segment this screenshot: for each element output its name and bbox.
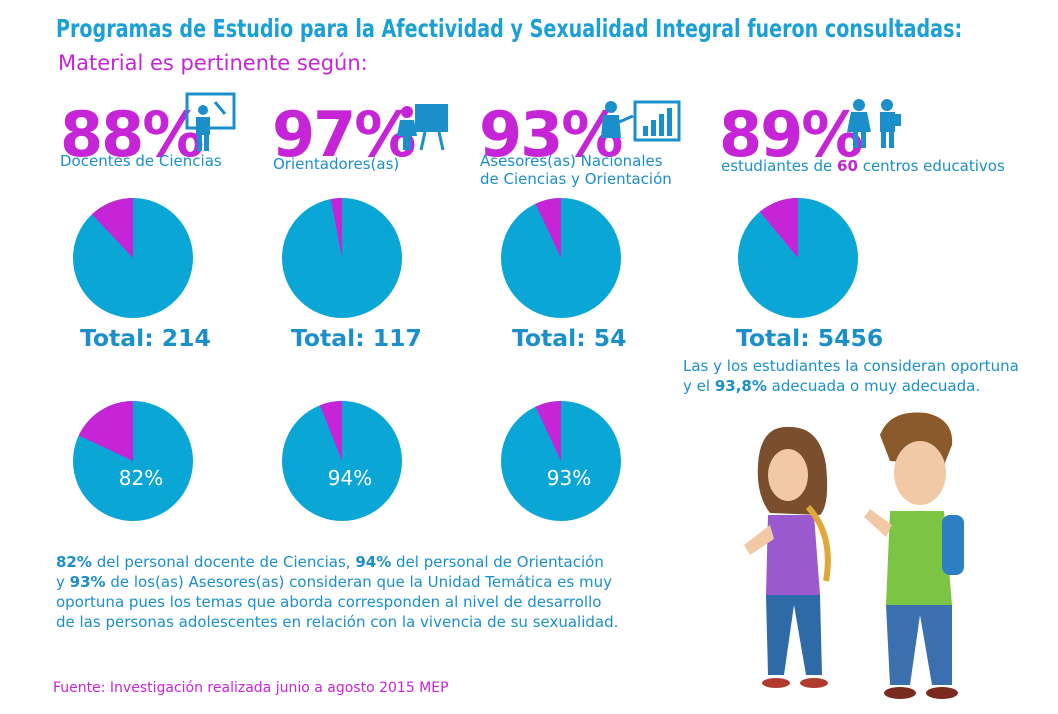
counselor-board-icon: [397, 104, 448, 151]
student-note: Las y los estudiantes la consideran opor…: [683, 357, 1019, 395]
pie-inner-label: 82%: [119, 466, 163, 490]
total-estudiantes: Total: 5456: [736, 324, 884, 352]
group-percent-estudiantes: 89%: [719, 98, 863, 171]
centros-count: 60: [837, 157, 858, 175]
pie-chart-estudiantes: [738, 198, 858, 318]
pie-chart-docentes-unidad: 82%: [73, 401, 193, 521]
pie-slice-minor: [330, 198, 342, 258]
group-label-estudiantes: estudiantes de 60 centros educativos: [721, 157, 1005, 175]
group-label-asesores: Asesores(as) Nacionales de Ciencias y Or…: [480, 152, 672, 188]
presenter-chart-icon: [601, 100, 681, 142]
total-orientadores: Total: 117: [291, 324, 422, 352]
group-label-docentes: Docentes de Ciencias: [60, 152, 222, 170]
group-label-orientadores: Orientadores(as): [273, 155, 400, 173]
group-label-asesores-line2: de Ciencias y Orientación: [480, 170, 672, 188]
pie-slice-minor: [91, 198, 133, 258]
pie-inner-label: 93%: [547, 466, 591, 490]
pie-slice-minor: [319, 401, 342, 461]
pie-slice-minor: [535, 401, 561, 461]
pie-chart-asesores-unidad: 93%: [501, 401, 621, 521]
page-subtitle: Material es pertinente según:: [58, 51, 368, 75]
page-title: Programas de Estudio para la Afectividad…: [56, 14, 963, 43]
group-label-asesores-line1: Asesores(as) Nacionales: [480, 152, 663, 170]
total-docentes: Total: 214: [80, 324, 211, 352]
boy-figure: [864, 412, 964, 699]
pie-slice-minor: [78, 401, 133, 461]
students-icon: [847, 99, 901, 148]
pie-chart-asesores: [501, 198, 621, 318]
pie-inner-label: 94%: [328, 466, 372, 490]
bottom-note: 82% del personal docente de Ciencias, 94…: [56, 553, 619, 631]
pie-slice-minor: [535, 198, 561, 258]
total-asesores: Total: 54: [512, 324, 627, 352]
pie-slice-minor: [759, 198, 798, 258]
pie-chart-orientadores: [282, 198, 402, 318]
group-percent-asesores: 93%: [479, 98, 623, 171]
pie-chart-orientacion-unidad: 94%: [282, 401, 402, 521]
group-percent-orientadores: 97%: [272, 98, 416, 171]
source-note: Fuente: Investigación realizada junio a …: [53, 680, 449, 696]
pie-chart-docentes: [73, 198, 193, 318]
students-illustration: [744, 412, 964, 699]
girl-figure: [744, 426, 831, 688]
group-percent-docentes: 88%: [60, 98, 204, 171]
teacher-board-icon: [185, 92, 236, 151]
